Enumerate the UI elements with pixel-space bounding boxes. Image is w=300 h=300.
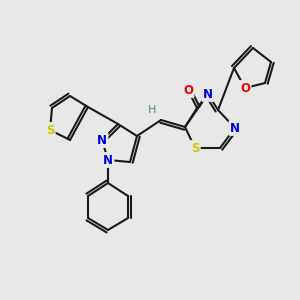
Text: S: S bbox=[191, 142, 199, 154]
Text: H: H bbox=[147, 105, 157, 115]
Text: N: N bbox=[97, 134, 107, 146]
Text: N: N bbox=[230, 122, 240, 134]
Text: S: S bbox=[46, 124, 54, 136]
Text: O: O bbox=[183, 83, 193, 97]
Text: N: N bbox=[203, 88, 213, 100]
Text: O: O bbox=[240, 82, 250, 94]
Text: N: N bbox=[103, 154, 113, 166]
Text: H: H bbox=[148, 105, 156, 115]
